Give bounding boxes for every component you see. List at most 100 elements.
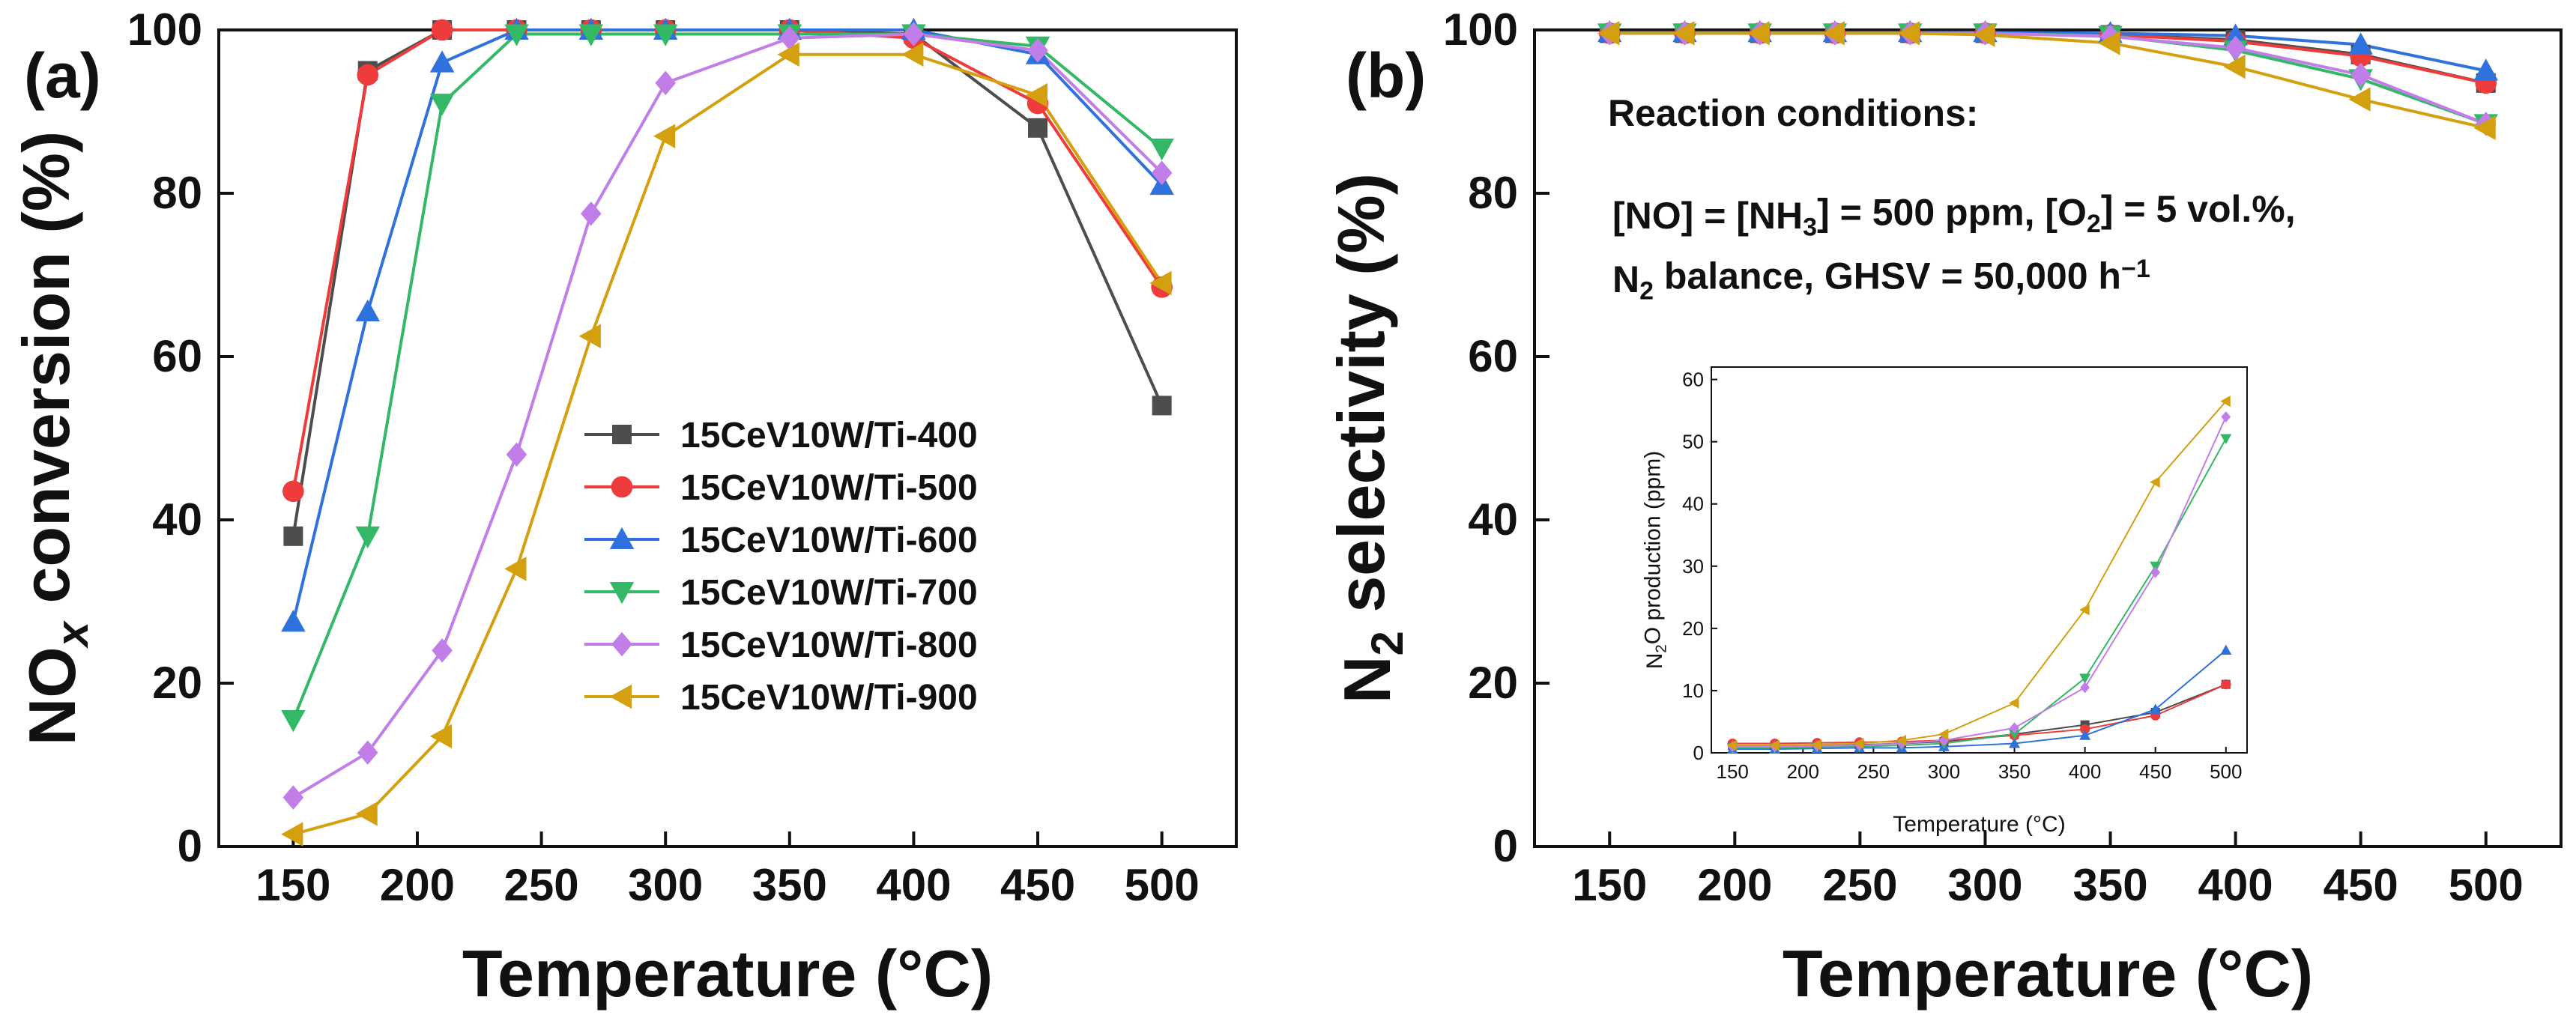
panel-b-x-tick-label: 300 [1947, 860, 2022, 910]
panel-b-data-point [1747, 21, 1770, 46]
panel-a-x-tick-label: 350 [752, 860, 827, 910]
panel-a-data-point [581, 202, 602, 226]
panel-a-data-point [1152, 396, 1172, 416]
panel-b-inset-frame [1711, 366, 2248, 754]
panel-b-inset-data-point [2150, 566, 2161, 578]
panel-b-inset-series-line [1732, 649, 2227, 751]
legend-label: 15CeV10W/Ti-900 [680, 678, 978, 718]
panel-b-inset-data-point [2221, 411, 2231, 422]
panel-a-data-point [578, 24, 604, 46]
panel-a-x-tick-label: 450 [1000, 860, 1075, 910]
panel-b-inset-data-point [2221, 679, 2231, 690]
panel-b-y-tick-label: 60 [1468, 331, 1518, 381]
panel-b-inset-data-point [2079, 673, 2091, 684]
panel-a-series-line [292, 32, 1164, 799]
panel-b-inset-y-tick-label: 60 [1682, 369, 1704, 391]
panel-b-y-tick-label: 80 [1468, 168, 1518, 218]
panel-b-inset-y-tick-label: 40 [1682, 493, 1704, 515]
panel-b-inset-x-tick-label: 350 [1998, 760, 2031, 783]
reaction-conditions-line1-part: 2 [2087, 210, 2101, 238]
panel-b-data-point [2223, 23, 2248, 46]
panel-b-x-tick-label: 150 [1572, 860, 1647, 910]
panel-b-inset-data-point [1938, 728, 1949, 740]
panel-b-data-point [2350, 62, 2371, 88]
panel-b-data-point [2225, 35, 2246, 61]
panel-b-inset-series-line [1732, 416, 2227, 748]
panel-a-data-point [355, 526, 380, 549]
panel-b-inset-y-tick-label: 10 [1682, 679, 1704, 702]
panel-a-data-point [281, 610, 306, 632]
panel-a-data-point [778, 25, 800, 51]
panel-b-inset-x-axis-title: Temperature (°C) [1893, 812, 2065, 837]
panel-a-y-axis-title-part: NO [15, 646, 89, 745]
panel-a-x-tick-label: 250 [504, 860, 579, 910]
panel-b-data-point [1672, 21, 1695, 46]
panel-b-series-line [1609, 31, 2487, 130]
panel-b-inset-data-point [1896, 734, 1907, 746]
panel-b-y-axis-title-part: N [1330, 656, 1404, 704]
panel-a-data-point [429, 724, 453, 749]
panel-b-x-tick-label: 500 [2449, 860, 2524, 910]
panel-a-y-axis-title-sub: x [47, 619, 97, 649]
panel-b-inset-data-point [2009, 730, 2021, 740]
panel-a-data-point [901, 42, 924, 67]
panel-b-data-point [2473, 58, 2499, 81]
reaction-conditions-line1-part: ] = 5 vol.%, [2101, 188, 2296, 230]
panel-b-inset-y-axis-title-sub: 2 [1654, 644, 1670, 652]
panel-b-data-point [2098, 31, 2120, 55]
panel-a-data-point [281, 822, 303, 846]
panel-b-y-axis-title: N2 selectivity (%) [1324, 173, 1412, 703]
panel-b-frame [1533, 28, 2563, 848]
panel-b-data-point [2223, 54, 2246, 79]
panel-a-data-point [282, 785, 304, 810]
panel-b-inset-y-axis-title-part: N [1642, 653, 1667, 670]
panel-a-data-point [355, 299, 380, 322]
legend-marker [609, 684, 632, 709]
panel-a-x-tick-label: 150 [256, 860, 330, 910]
panel-a-data-point [429, 94, 455, 116]
panel-a-y-tick-label: 40 [152, 494, 202, 545]
panel-a-y-tick-label: 20 [152, 658, 202, 708]
panel-b-inset-data-point [1811, 739, 1822, 751]
panel-b-x-tick-label: 350 [2072, 860, 2147, 910]
reaction-conditions-title: Reaction conditions: [1608, 92, 1978, 134]
reaction-conditions-line1-part: ] = 500 ppm, [O [1817, 192, 2087, 234]
panel-b-inset-data-point [2220, 396, 2231, 408]
panel-a-data-point [655, 70, 677, 96]
panel-a-data-point [432, 638, 453, 663]
panel-b-data-point [2348, 32, 2373, 55]
panel-b-inset-x-tick-label: 450 [2139, 760, 2171, 783]
panel-b-inset-data-point [1769, 739, 1780, 751]
panel-b-inset-y-axis-title-rest: O production (ppm) [1640, 451, 1665, 644]
panel-a-data-point [506, 442, 527, 467]
panel-b-inset-y-axis-title: N2O production (ppm) [1640, 451, 1669, 669]
panel-a-data-point [504, 557, 527, 581]
panel-a-data-point [653, 124, 676, 148]
panel-b-inset-series-line [1732, 401, 2227, 747]
panel-b-inset-data-point [2080, 724, 2090, 735]
panel-a-x-tick-label: 200 [380, 860, 455, 910]
panel-a-data-point [1149, 139, 1174, 161]
panel-a-data-point [281, 710, 306, 733]
panel-b-y-axis-title-rest: selectivity (%) [1324, 173, 1398, 631]
panel-a-y-axis-title: NOx conversion (%) [9, 131, 97, 746]
panel-a-data-point [1151, 160, 1173, 185]
panel-b-y-tick-label: 100 [1443, 4, 1518, 55]
legend-marker [611, 476, 633, 498]
legend-label: 15CeV10W/Ti-600 [680, 521, 978, 560]
panel-a-x-tick-label: 500 [1125, 860, 1200, 910]
panel-b-data-point [1822, 21, 1845, 46]
panel-a-x-axis-title: Temperature (°C) [462, 936, 993, 1011]
legend-label: 15CeV10W/Ti-400 [680, 416, 978, 455]
reaction-conditions-line1-part: [NO] = [NH [1612, 195, 1803, 237]
panel-b-x-tick-label: 450 [2323, 860, 2398, 910]
legend-label: 15CeV10W/Ti-800 [680, 625, 978, 665]
panel-b-inset-y-tick-label: 0 [1693, 742, 1704, 764]
panel-a-data-point [1025, 82, 1048, 108]
panel-b-inset-x-tick-label: 300 [1928, 760, 1960, 783]
reaction-conditions-line2-part: −1 [2121, 255, 2150, 283]
panel-a-y-tick-label: 80 [152, 168, 202, 218]
panel-b-x-tick-label: 250 [1822, 860, 1897, 910]
panel-a-data-point [283, 526, 303, 546]
legend-marker [609, 582, 635, 605]
